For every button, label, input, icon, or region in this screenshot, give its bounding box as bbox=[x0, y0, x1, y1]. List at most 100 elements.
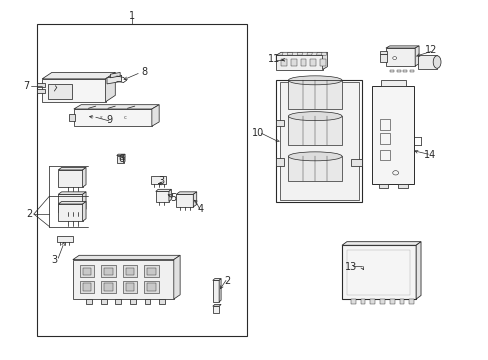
Bar bbox=[37, 24, 246, 336]
Ellipse shape bbox=[288, 76, 341, 85]
Bar bbox=[290, 59, 296, 66]
Polygon shape bbox=[193, 192, 196, 207]
Bar bbox=[125, 283, 134, 291]
Polygon shape bbox=[409, 69, 413, 72]
Text: c: c bbox=[123, 116, 126, 121]
Polygon shape bbox=[130, 299, 136, 304]
Bar bbox=[281, 59, 286, 66]
Bar bbox=[144, 265, 158, 277]
Polygon shape bbox=[321, 52, 326, 55]
Bar bbox=[122, 265, 137, 277]
Polygon shape bbox=[176, 192, 196, 194]
Polygon shape bbox=[371, 86, 413, 184]
Polygon shape bbox=[379, 299, 384, 304]
Polygon shape bbox=[212, 280, 219, 302]
Polygon shape bbox=[115, 299, 121, 304]
Polygon shape bbox=[288, 80, 341, 109]
Polygon shape bbox=[350, 299, 355, 304]
Text: 3: 3 bbox=[51, 255, 57, 265]
Text: 7: 7 bbox=[23, 81, 29, 91]
Polygon shape bbox=[101, 299, 106, 304]
Polygon shape bbox=[380, 80, 406, 86]
Text: 14: 14 bbox=[423, 150, 435, 160]
Polygon shape bbox=[151, 176, 165, 184]
Polygon shape bbox=[110, 72, 120, 78]
Bar bbox=[122, 281, 137, 293]
Bar bbox=[80, 265, 94, 277]
Ellipse shape bbox=[392, 57, 396, 59]
Polygon shape bbox=[389, 299, 394, 304]
Text: ε: ε bbox=[99, 116, 102, 121]
Polygon shape bbox=[58, 194, 82, 212]
Polygon shape bbox=[107, 75, 122, 84]
Bar bbox=[346, 249, 409, 296]
Polygon shape bbox=[58, 192, 86, 194]
Ellipse shape bbox=[288, 152, 341, 161]
Polygon shape bbox=[292, 52, 297, 55]
Polygon shape bbox=[279, 82, 358, 200]
Polygon shape bbox=[117, 156, 123, 163]
Bar bbox=[101, 281, 116, 293]
Bar bbox=[379, 149, 389, 160]
Polygon shape bbox=[156, 189, 171, 192]
Text: 11: 11 bbox=[267, 54, 279, 64]
Polygon shape bbox=[311, 52, 317, 55]
Polygon shape bbox=[144, 299, 150, 304]
Polygon shape bbox=[417, 55, 436, 69]
Text: 5: 5 bbox=[170, 193, 177, 203]
Polygon shape bbox=[173, 255, 180, 299]
Text: 6: 6 bbox=[118, 154, 124, 164]
Polygon shape bbox=[73, 260, 173, 299]
Bar bbox=[379, 119, 389, 130]
Bar bbox=[101, 265, 116, 277]
Bar bbox=[147, 283, 156, 291]
Polygon shape bbox=[350, 159, 361, 166]
Text: 2: 2 bbox=[26, 209, 32, 219]
Polygon shape bbox=[288, 116, 341, 145]
Bar bbox=[82, 267, 91, 275]
Polygon shape bbox=[168, 189, 171, 202]
Polygon shape bbox=[282, 52, 287, 55]
Ellipse shape bbox=[432, 56, 440, 68]
Polygon shape bbox=[408, 299, 413, 304]
Polygon shape bbox=[369, 299, 374, 304]
Polygon shape bbox=[73, 255, 180, 260]
Text: 1: 1 bbox=[129, 11, 135, 21]
Bar bbox=[48, 84, 72, 99]
Polygon shape bbox=[105, 72, 115, 102]
Polygon shape bbox=[156, 192, 168, 202]
Polygon shape bbox=[57, 235, 73, 242]
Polygon shape bbox=[397, 184, 407, 188]
Polygon shape bbox=[152, 105, 159, 126]
Bar bbox=[379, 54, 386, 62]
Polygon shape bbox=[276, 158, 283, 166]
Bar bbox=[320, 59, 325, 66]
Polygon shape bbox=[399, 299, 404, 304]
Polygon shape bbox=[74, 109, 152, 126]
Bar bbox=[147, 267, 156, 275]
Text: 10: 10 bbox=[251, 129, 264, 138]
Polygon shape bbox=[58, 167, 86, 170]
Bar bbox=[144, 281, 158, 293]
Polygon shape bbox=[415, 242, 420, 299]
Text: 9: 9 bbox=[106, 115, 112, 125]
Polygon shape bbox=[341, 245, 415, 299]
Polygon shape bbox=[212, 279, 221, 280]
Polygon shape bbox=[123, 154, 125, 163]
Polygon shape bbox=[117, 154, 125, 156]
Polygon shape bbox=[74, 105, 159, 109]
Polygon shape bbox=[58, 204, 82, 221]
Polygon shape bbox=[414, 46, 418, 66]
Polygon shape bbox=[276, 52, 327, 55]
Polygon shape bbox=[82, 202, 86, 221]
Text: 2: 2 bbox=[224, 276, 230, 286]
Bar bbox=[379, 134, 389, 144]
Polygon shape bbox=[176, 194, 193, 207]
Text: 12: 12 bbox=[424, 45, 436, 55]
Polygon shape bbox=[288, 156, 341, 181]
Polygon shape bbox=[58, 202, 86, 204]
Polygon shape bbox=[219, 279, 221, 302]
Polygon shape bbox=[378, 184, 387, 188]
Bar bbox=[80, 281, 94, 293]
Polygon shape bbox=[86, 299, 92, 304]
